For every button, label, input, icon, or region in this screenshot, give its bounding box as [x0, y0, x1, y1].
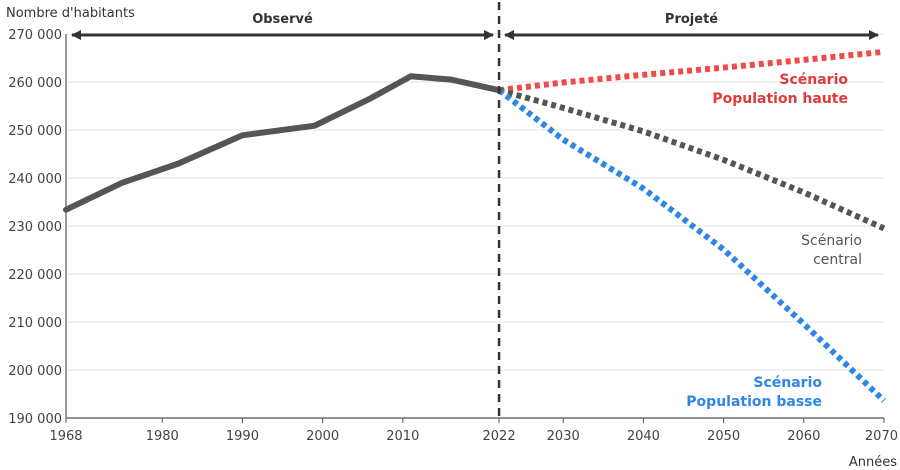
y-tick-label: 260 000	[8, 76, 62, 91]
annotation-high-line: Population haute	[712, 91, 848, 107]
x-tick-label: 2010	[386, 429, 419, 444]
x-tick-label: 2022	[483, 429, 516, 444]
y-tick-label: 240 000	[8, 172, 62, 187]
period-arrows: Observé Projeté	[71, 9, 879, 40]
x-tick-label: 2040	[627, 429, 660, 444]
x-tick-label: 2070	[865, 429, 898, 444]
scenario-annotations: Scénario Population haute Scénario central S…	[686, 72, 862, 410]
series-line-central	[498, 87, 886, 232]
period-label: Projeté	[665, 12, 718, 27]
y-axis-label: Nombre d'habitants	[6, 6, 135, 21]
y-tick-label: 190 000	[8, 412, 62, 427]
y-tick-label: 210 000	[8, 316, 62, 331]
x-axis-ticks: 1968 1980 1990 2000 2010 2022 2030 2040 2050 2060…	[49, 418, 898, 444]
annotation-low-line: Scénario	[753, 375, 822, 391]
x-tick-label: 1990	[226, 429, 259, 444]
y-tick-label: 270 000	[8, 28, 62, 43]
annotation-high-line: Scénario	[779, 72, 848, 88]
y-tick-label: 200 000	[8, 364, 62, 379]
x-tick-label: 1968	[49, 429, 82, 444]
series-line-low	[497, 87, 887, 403]
annotation-low-line: Population basse	[686, 394, 822, 410]
series-line-high	[498, 48, 885, 94]
period-label-bg	[655, 9, 728, 27]
x-tick-label: 1980	[146, 429, 179, 444]
x-tick-label: 2000	[306, 429, 339, 444]
y-tick-label: 250 000	[8, 124, 62, 139]
x-tick-label: 2030	[547, 429, 580, 444]
period-label-bg	[246, 9, 319, 27]
series-group	[63, 48, 887, 403]
y-axis-ticks: 190 000 200 000 210 000 220 000 230 000 240 0…	[8, 28, 62, 427]
grid-lines	[65, 33, 884, 419]
y-tick-label: 220 000	[8, 268, 62, 283]
annotation-central-line: Scénario	[801, 233, 862, 249]
series-line-observed	[63, 73, 503, 213]
y-tick-label: 230 000	[8, 220, 62, 235]
x-tick-label: 2050	[707, 429, 740, 444]
annotation-central-line: central	[813, 252, 862, 268]
period-label: Observé	[252, 12, 313, 27]
x-axis-label: Années	[849, 455, 897, 470]
x-tick-label: 2060	[787, 429, 820, 444]
